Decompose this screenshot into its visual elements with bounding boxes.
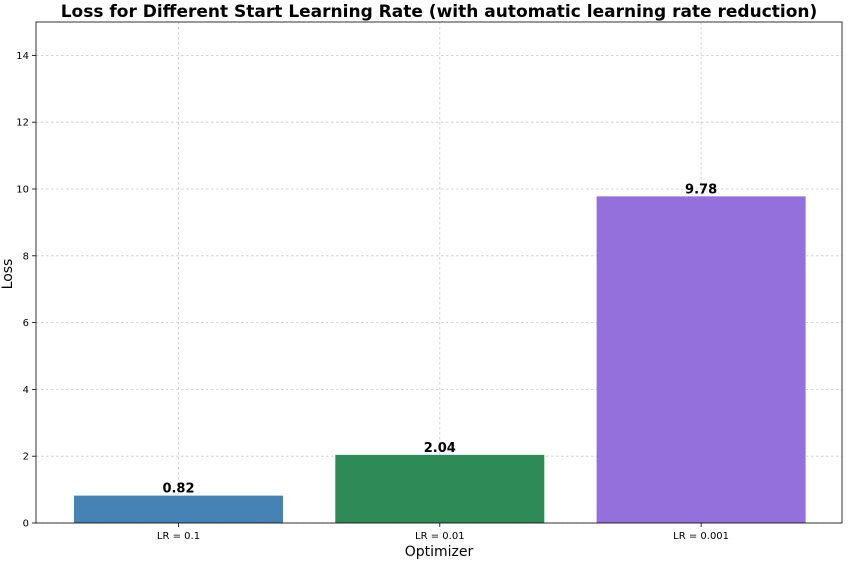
bars [74,196,806,523]
value-labels: 0.82 2.04 9.78 [162,182,717,496]
y-tick-label: 0 [23,519,29,530]
y-tick-label: 14 [16,51,29,62]
y-tick-label: 2 [23,452,29,463]
y-tick-label: 6 [23,318,29,329]
chart-title: Loss for Different Start Learning Rate (… [61,2,818,22]
bar [335,454,545,523]
y-tick-label: 4 [23,385,29,396]
x-tick-label: LR = 0.001 [673,531,729,542]
x-tick-label: LR = 0.01 [415,531,465,542]
bar-value-label: 2.04 [424,441,456,456]
x-axis: LR = 0.1 LR = 0.01 LR = 0.001 [157,523,729,542]
bar-value-label: 9.78 [685,182,717,197]
x-tick-label: LR = 0.1 [157,531,200,542]
y-tick-label: 10 [16,185,29,196]
bar [596,196,806,523]
y-axis: 0 2 4 6 8 10 12 14 [16,51,36,530]
y-axis-label: Loss [0,259,16,290]
bar-value-label: 0.82 [162,482,194,497]
y-tick-label: 8 [23,251,29,262]
bar [74,495,283,523]
plot-frame [35,21,843,524]
y-tick-label: 12 [16,118,29,129]
x-axis-label: Optimizer [405,544,474,560]
